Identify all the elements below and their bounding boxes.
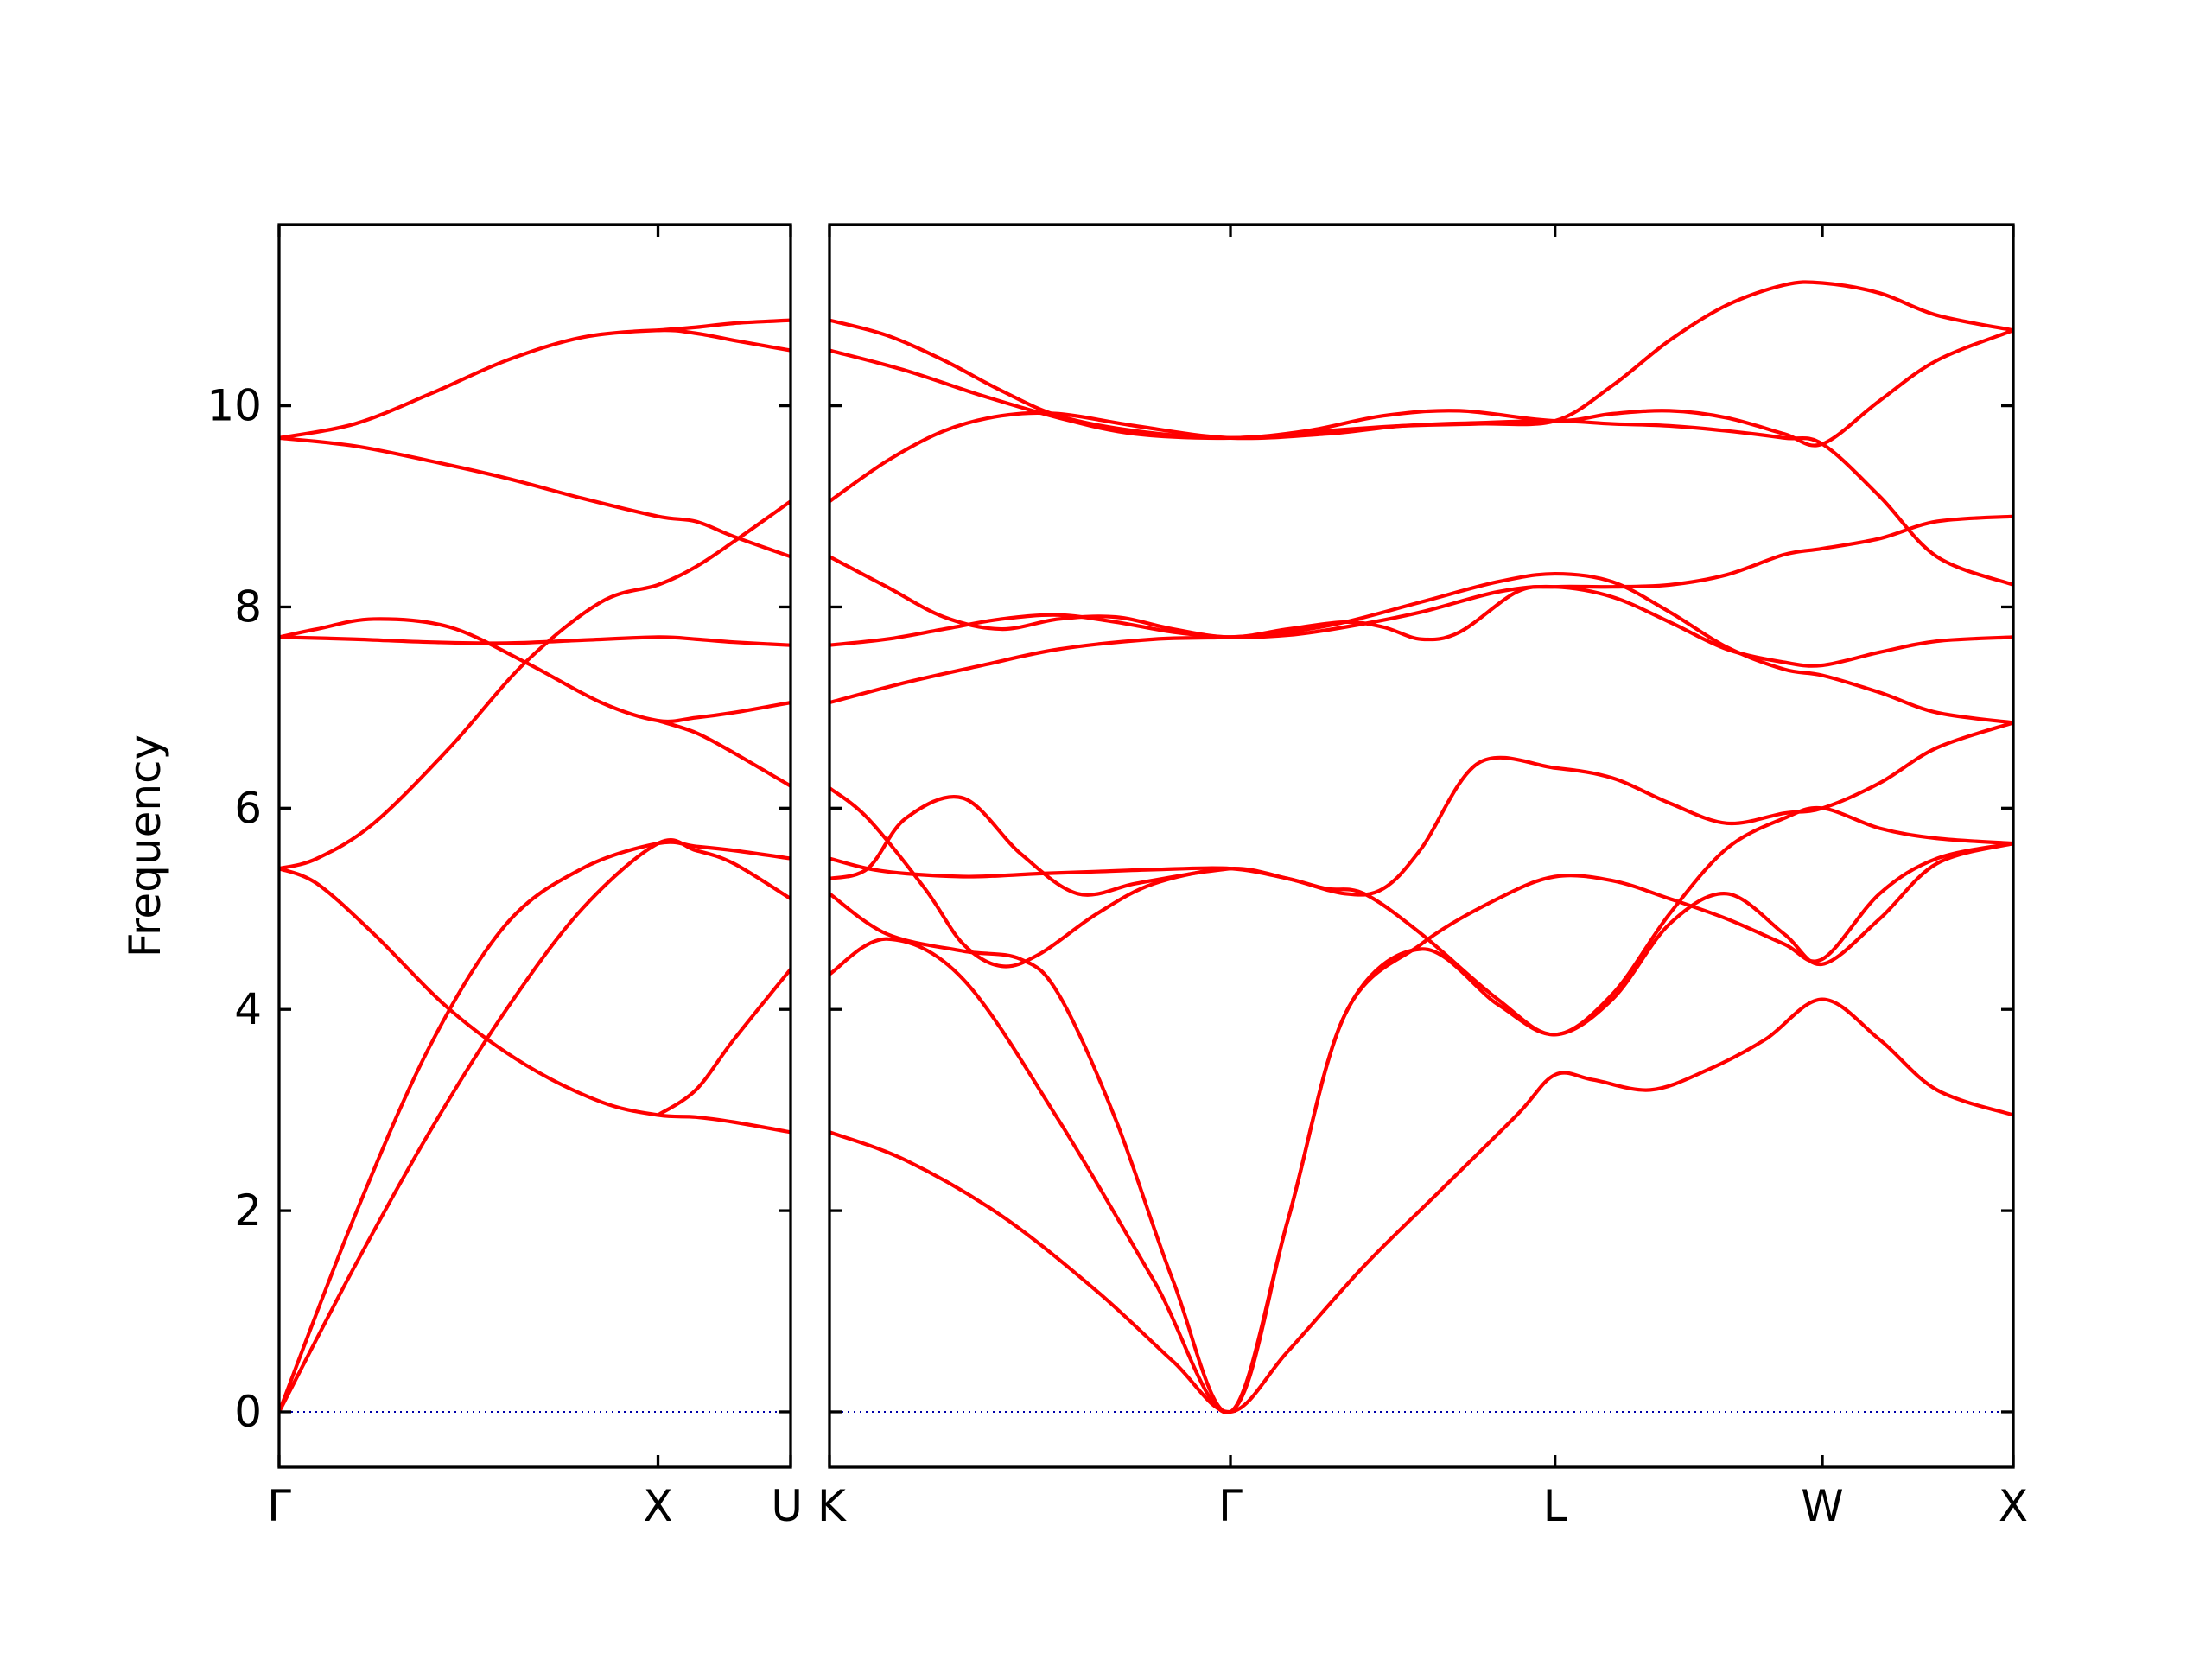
band-line-6: [830, 795, 1233, 897]
band-line-2: [279, 840, 791, 1414]
band-line-8: [830, 514, 2013, 642]
plot-frame: [277, 223, 792, 1469]
band-line-9: [656, 318, 791, 333]
x-tick-label-W: W: [1801, 1481, 1843, 1531]
x-tick-label-K: K: [817, 1481, 847, 1531]
band-line-3: [279, 867, 791, 1135]
x-tick-label-X: X: [1999, 1481, 2028, 1531]
y-tick-label: 8: [234, 582, 262, 632]
band-line-6: [279, 617, 791, 724]
y-tick-label: 4: [234, 984, 262, 1034]
x-tick-label-U: U: [771, 1481, 803, 1531]
y-tick-label: 6: [234, 783, 262, 833]
panel-gamma-x-u: 0 2 4 6 8 10 Γ X U: [207, 223, 803, 1531]
band-line-4: [279, 499, 791, 871]
band-line-11: [656, 967, 791, 1117]
band-line-7: [279, 435, 791, 559]
band-line-5: [279, 635, 791, 647]
band-line-8: [279, 328, 791, 440]
band-line-2: [830, 841, 2013, 1414]
band-line-3: [830, 841, 2013, 1414]
x-tick-label-Γ: Γ: [1218, 1481, 1243, 1531]
band-line-1: [830, 997, 2013, 1414]
band-line-9: [830, 584, 2013, 668]
x-tick-label-X: X: [643, 1481, 672, 1531]
y-tick-label: 10: [207, 381, 262, 431]
band-line-10: [656, 718, 791, 788]
y-tick-label: 0: [234, 1387, 262, 1437]
band-line-7: [830, 571, 2013, 725]
band-line-1: [279, 837, 791, 1414]
y-tick-label: 2: [234, 1185, 262, 1236]
plot-frame: [828, 223, 2015, 1469]
y-axis-label: Frequency: [120, 734, 170, 957]
x-tick-label-Γ: Γ: [267, 1481, 291, 1531]
x-tick-label-L: L: [1543, 1481, 1567, 1531]
band-line-11: [830, 328, 2013, 448]
band-line-12: [830, 280, 2013, 440]
band-line-5: [830, 721, 2013, 969]
